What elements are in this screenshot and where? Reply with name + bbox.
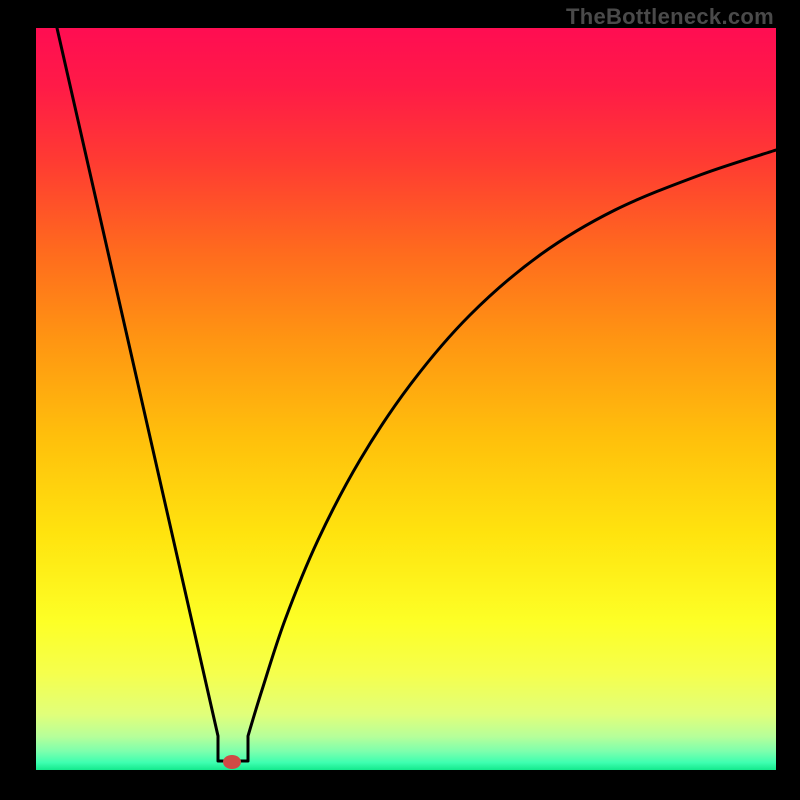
optimum-marker xyxy=(223,755,241,769)
curve-path xyxy=(57,28,776,761)
chart-container: TheBottleneck.com xyxy=(0,0,800,800)
watermark-label: TheBottleneck.com xyxy=(566,4,774,30)
bottleneck-curve xyxy=(0,0,800,800)
